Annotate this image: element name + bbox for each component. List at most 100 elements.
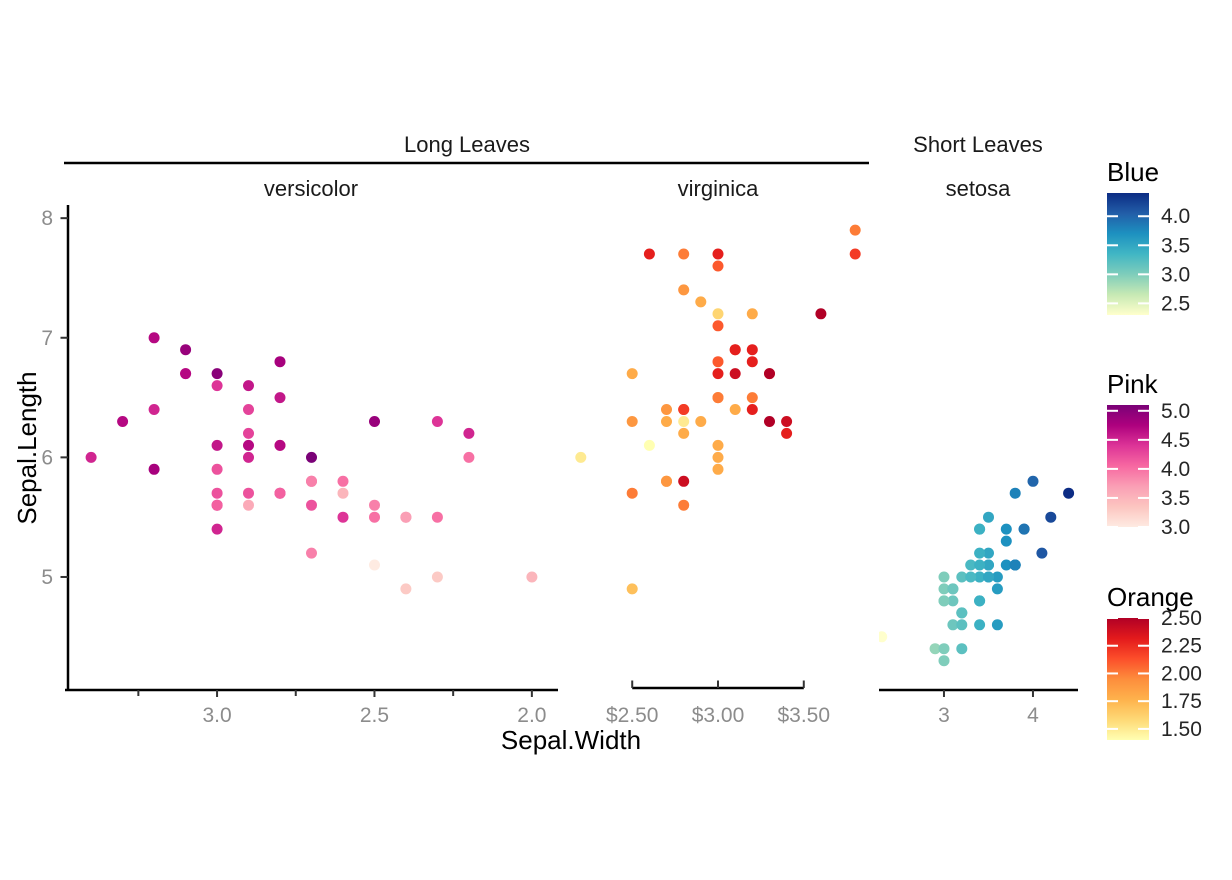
- legend-tick-label: 5.0: [1161, 400, 1190, 423]
- facet-group-strips: Long Leaves Short Leaves: [64, 132, 1043, 165]
- data-point: [938, 571, 950, 583]
- data-point: [695, 416, 707, 427]
- data-point: [695, 296, 707, 308]
- legend-tick-label: 2.00: [1161, 662, 1202, 685]
- legend-tick-label: 1.75: [1161, 690, 1202, 713]
- data-point: [180, 344, 192, 356]
- data-point: [938, 595, 950, 607]
- data-point: [991, 583, 1003, 595]
- data-point: [1000, 559, 1012, 571]
- x-tick-label-virginica: $2.50: [606, 704, 659, 727]
- legend-tick-label: 2.5: [1161, 292, 1190, 315]
- data-point: [965, 571, 977, 583]
- data-point: [815, 308, 827, 320]
- data-point: [243, 499, 254, 511]
- data-point: [85, 451, 97, 463]
- data-point: [678, 499, 690, 511]
- y-tick-label: 8: [41, 207, 53, 230]
- data-point: [211, 380, 223, 392]
- data-point: [661, 475, 672, 487]
- facet-group-label-short-leaves: Short Leaves: [913, 132, 1043, 157]
- data-point: [712, 368, 724, 380]
- facet-strips: versicolor virginica setosa: [264, 176, 1011, 201]
- data-point: [274, 356, 286, 368]
- data-point: [991, 619, 1003, 631]
- panel-points-setosa: [879, 475, 1075, 667]
- data-point: [148, 463, 160, 475]
- legend-title-blue: Blue: [1107, 157, 1159, 187]
- data-point: [729, 404, 741, 415]
- data-point: [712, 308, 724, 320]
- data-point: [148, 332, 160, 344]
- data-point: [626, 368, 638, 380]
- data-point: [526, 571, 538, 583]
- data-point: [306, 451, 317, 463]
- data-point: [643, 248, 655, 260]
- data-point: [211, 439, 223, 451]
- legend-tick-label: 3.5: [1161, 234, 1190, 257]
- data-point: [983, 547, 994, 559]
- data-point: [243, 404, 254, 415]
- data-point: [1009, 487, 1021, 499]
- x-tick-label-virginica: $3.00: [692, 704, 745, 727]
- data-point: [947, 619, 959, 631]
- data-point: [965, 559, 977, 571]
- data-point: [712, 439, 724, 451]
- data-point: [211, 523, 223, 535]
- data-point: [849, 224, 861, 236]
- data-point: [678, 416, 690, 427]
- data-point: [626, 487, 638, 499]
- data-point: [947, 595, 959, 607]
- legend-tick-label: 4.5: [1161, 429, 1190, 452]
- legend-tick-label: 3.0: [1161, 263, 1190, 286]
- x-axes: 3.0 2.5 2.0 $2.50 $3.00 $3.50 3 4: [65, 680, 1078, 727]
- data-point: [626, 583, 638, 595]
- data-point: [369, 511, 380, 523]
- data-point: [1063, 487, 1075, 499]
- data-point: [729, 368, 741, 380]
- data-point: [626, 416, 638, 427]
- y-axis: 8 7 6 5: [41, 205, 70, 691]
- data-point: [1045, 511, 1057, 523]
- data-point: [983, 571, 994, 583]
- data-point: [337, 511, 349, 523]
- legend-tick-label: 2.50: [1161, 607, 1202, 630]
- data-point: [1000, 523, 1012, 535]
- data-point: [956, 571, 968, 583]
- data-point: [712, 392, 724, 404]
- data-point: [274, 439, 286, 451]
- data-point: [729, 344, 741, 356]
- data-point: [575, 451, 587, 463]
- data-point: [764, 368, 775, 380]
- data-point: [369, 559, 380, 571]
- data-point: [974, 595, 986, 607]
- data-point: [431, 416, 443, 427]
- data-point: [661, 416, 672, 427]
- data-point: [306, 547, 317, 559]
- panel-points-versicolor: [85, 332, 538, 595]
- legend-tick-label: 4.0: [1161, 458, 1190, 481]
- data-point: [211, 368, 223, 380]
- x-tick-label-versicolor: 3.0: [202, 704, 231, 727]
- data-point: [974, 547, 986, 559]
- legend-colorbar-pink: [1107, 405, 1149, 527]
- data-point: [991, 571, 1003, 583]
- data-point: [243, 439, 254, 451]
- data-point: [643, 439, 655, 451]
- data-point: [947, 583, 959, 595]
- y-tick-label: 7: [41, 327, 53, 350]
- data-point: [661, 404, 672, 415]
- data-point: [1018, 523, 1030, 535]
- data-point: [712, 463, 724, 475]
- data-point: [337, 475, 349, 487]
- data-point: [211, 499, 223, 511]
- data-point: [678, 475, 690, 487]
- y-tick-label: 6: [41, 446, 53, 469]
- data-point: [983, 511, 994, 523]
- data-point: [678, 427, 690, 439]
- data-point: [849, 248, 861, 260]
- data-point: [1009, 559, 1021, 571]
- data-points-layer: [85, 224, 1075, 667]
- x-tick-label-versicolor: 2.5: [360, 704, 389, 727]
